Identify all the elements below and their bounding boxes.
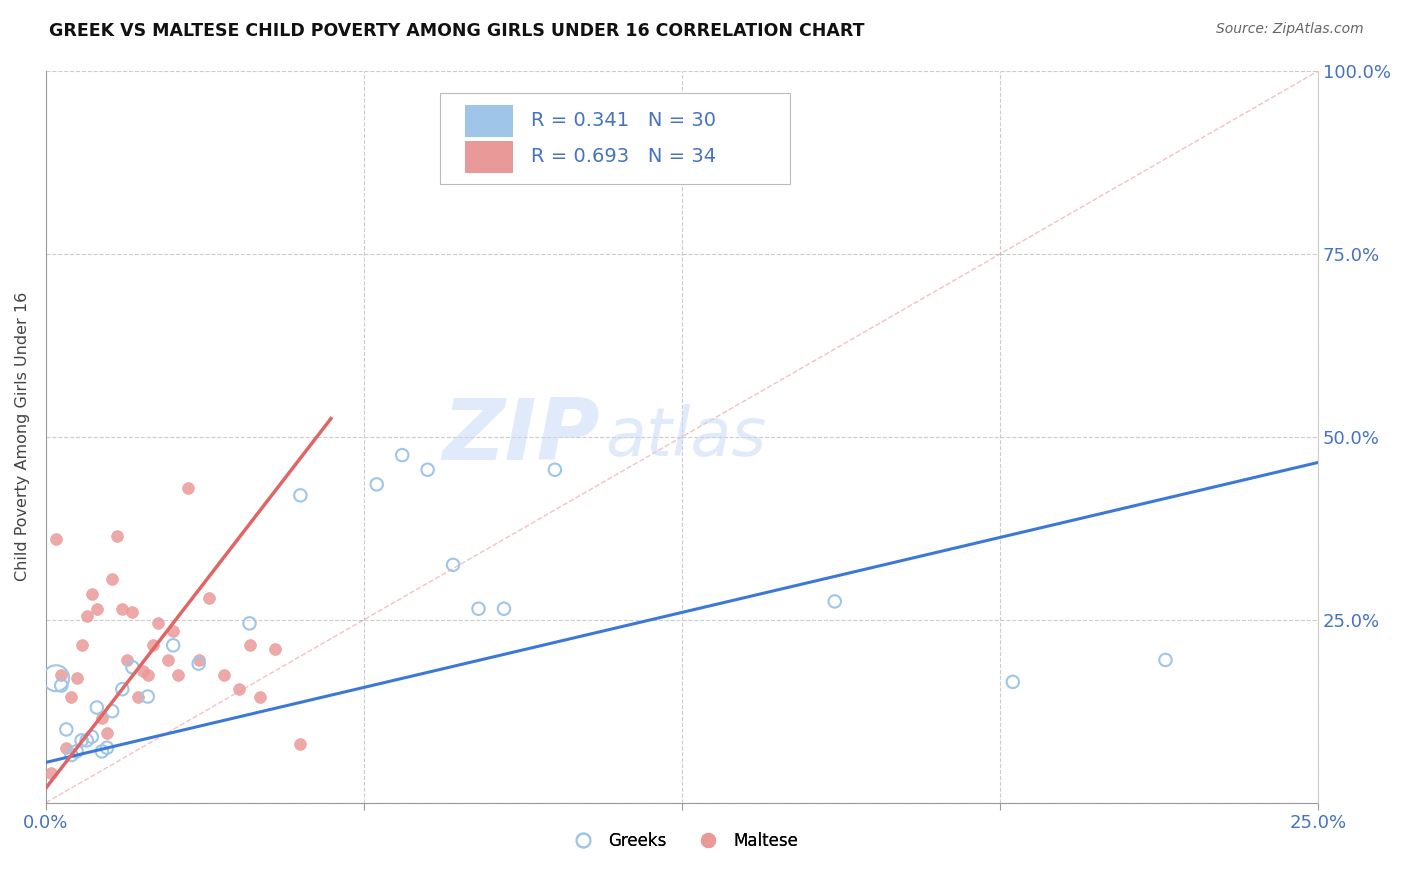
Point	[65, 744, 87, 758]
Point	[55, 740, 77, 755]
Point	[238, 616, 260, 631]
Legend: Greeks, Maltese: Greeks, Maltese	[560, 825, 804, 856]
Point	[51, 667, 73, 681]
Point	[492, 601, 515, 615]
Point	[39, 766, 62, 780]
Point	[91, 744, 114, 758]
Point	[91, 711, 114, 725]
Point	[290, 737, 312, 751]
Point	[65, 671, 87, 685]
Point	[187, 657, 209, 671]
FancyBboxPatch shape	[440, 93, 790, 185]
Point	[70, 733, 93, 747]
Point	[228, 682, 250, 697]
Point	[249, 690, 271, 704]
Point	[96, 726, 118, 740]
Point	[467, 601, 489, 615]
Point	[238, 638, 260, 652]
Point	[101, 704, 124, 718]
Point	[86, 601, 108, 615]
Point	[569, 152, 592, 166]
Point	[212, 667, 235, 681]
Point	[76, 733, 98, 747]
Point	[146, 616, 169, 631]
Point	[177, 481, 200, 495]
Point	[162, 624, 184, 638]
Point	[51, 679, 73, 693]
Point	[157, 653, 180, 667]
Point	[121, 606, 143, 620]
Point	[121, 660, 143, 674]
Text: R = 0.693   N = 34: R = 0.693 N = 34	[530, 147, 716, 166]
Text: atlas: atlas	[606, 404, 766, 470]
Point	[76, 609, 98, 624]
Point	[101, 573, 124, 587]
Point	[111, 601, 134, 615]
Point	[86, 700, 108, 714]
Text: ZIP: ZIP	[441, 395, 599, 478]
Point	[127, 690, 149, 704]
Point	[187, 653, 209, 667]
Point	[264, 642, 287, 657]
Point	[80, 587, 103, 601]
Point	[70, 638, 93, 652]
Text: Source: ZipAtlas.com: Source: ZipAtlas.com	[1216, 22, 1364, 37]
Text: R = 0.341   N = 30: R = 0.341 N = 30	[530, 112, 716, 130]
Point	[60, 690, 83, 704]
Point	[105, 528, 128, 542]
Point	[111, 682, 134, 697]
FancyBboxPatch shape	[464, 104, 513, 136]
FancyBboxPatch shape	[464, 141, 513, 173]
Point	[416, 463, 439, 477]
Point	[60, 747, 83, 762]
Point	[162, 638, 184, 652]
Point	[142, 638, 165, 652]
Point	[441, 558, 464, 572]
Point	[80, 730, 103, 744]
Point	[131, 664, 153, 678]
Point	[167, 667, 190, 681]
Point	[55, 723, 77, 737]
Point	[366, 477, 388, 491]
Point	[824, 594, 846, 608]
Text: GREEK VS MALTESE CHILD POVERTY AMONG GIRLS UNDER 16 CORRELATION CHART: GREEK VS MALTESE CHILD POVERTY AMONG GIR…	[49, 22, 865, 40]
Point	[45, 533, 67, 547]
Point	[136, 667, 159, 681]
Point	[117, 653, 139, 667]
Y-axis label: Child Poverty Among Girls Under 16: Child Poverty Among Girls Under 16	[15, 293, 30, 582]
Point	[136, 690, 159, 704]
Point	[198, 591, 221, 605]
Point	[96, 740, 118, 755]
Point	[1001, 674, 1024, 689]
Point	[544, 463, 567, 477]
Point	[391, 448, 413, 462]
Point	[290, 488, 312, 502]
Point	[1154, 653, 1177, 667]
Point	[45, 671, 67, 685]
